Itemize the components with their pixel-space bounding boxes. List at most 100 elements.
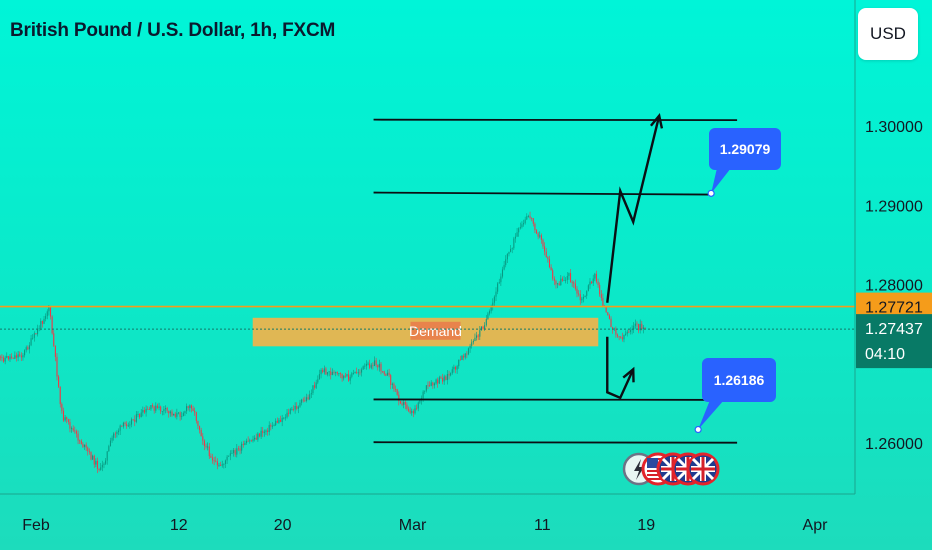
candle-body (200, 430, 202, 437)
candle-body (64, 417, 66, 421)
candle-body (576, 288, 578, 294)
candle-body (456, 366, 458, 370)
candle-body (273, 425, 275, 426)
candle (587, 284, 589, 292)
x-tick-label: 19 (637, 517, 655, 534)
candle (82, 441, 84, 449)
candle (584, 295, 586, 298)
candle (210, 453, 212, 458)
candle (600, 290, 602, 301)
candle (309, 390, 311, 401)
candle-body (386, 372, 389, 376)
candle-body (467, 348, 470, 355)
candle (199, 425, 201, 434)
candle-body (67, 419, 69, 422)
candle (140, 409, 142, 418)
candle (93, 454, 95, 468)
candle-body (552, 270, 554, 279)
y-tick-label: 1.28000 (865, 278, 923, 295)
y-tick-label: 1.29000 (865, 198, 923, 215)
candle (267, 427, 269, 436)
candle-body (584, 295, 586, 298)
candle (519, 222, 521, 230)
x-tick-label: 11 (534, 517, 551, 534)
candle-body (33, 333, 35, 338)
candle-body (629, 330, 632, 332)
candle-body (320, 369, 322, 375)
candle (203, 439, 205, 451)
candle-body (205, 445, 207, 447)
candle-body (236, 448, 238, 455)
candle-body (100, 467, 102, 470)
callout-label: 1.29079 (720, 141, 771, 157)
candle-body (132, 419, 134, 421)
candle-body (118, 430, 120, 433)
candle (621, 332, 623, 342)
candle-body (582, 297, 585, 299)
candle-body (440, 377, 442, 379)
candle (229, 450, 231, 461)
candle (122, 421, 124, 429)
candle (623, 334, 625, 343)
candle (270, 423, 272, 431)
candle (631, 325, 633, 335)
candle (407, 406, 410, 413)
price-callout[interactable]: 1.29079 (707, 128, 781, 197)
candle (163, 406, 165, 416)
candle (398, 391, 400, 406)
candle (545, 248, 547, 258)
candle (20, 352, 22, 361)
candle (612, 326, 614, 334)
candle (169, 410, 171, 417)
candle-body (307, 397, 309, 400)
candle-body (289, 409, 291, 414)
candle-body (322, 369, 324, 373)
candle (239, 445, 241, 455)
currency-button[interactable]: USD (858, 8, 918, 60)
candle-body (124, 422, 126, 424)
candle-body (477, 335, 479, 337)
candle (223, 463, 225, 469)
candle (362, 365, 364, 370)
candle (424, 390, 426, 395)
candle (197, 420, 199, 430)
candle (380, 362, 382, 375)
candle (43, 316, 45, 325)
candle-body (152, 405, 154, 407)
candle-body (148, 409, 150, 411)
candle-body (250, 440, 252, 442)
candle (249, 438, 251, 444)
candle-body (442, 378, 444, 382)
candle-body (301, 399, 303, 403)
demand-label: Demand (409, 323, 462, 339)
candle (506, 253, 508, 263)
candle-body (453, 366, 455, 370)
candle-body (105, 460, 107, 464)
candle-body (553, 278, 555, 281)
candle-body (412, 411, 414, 414)
candle (558, 281, 560, 286)
current-price-tag (856, 314, 932, 369)
price-callout[interactable]: 1.26186 (694, 358, 776, 434)
candle-body (563, 280, 565, 281)
candle (518, 227, 520, 237)
candle (312, 385, 314, 395)
uk-flag-icon[interactable] (686, 452, 720, 486)
candle (547, 256, 549, 263)
candle-body (121, 425, 123, 427)
candle-body (597, 281, 599, 286)
candle-body (605, 307, 607, 313)
candle-body (411, 411, 413, 413)
candle (375, 357, 377, 368)
candle (148, 406, 150, 411)
candle-body (72, 428, 74, 431)
candle-body (574, 283, 576, 289)
candle-body (134, 419, 136, 422)
candle (49, 305, 52, 320)
candle (443, 374, 445, 385)
candle (143, 407, 146, 415)
candle-body (286, 412, 288, 418)
candle (557, 282, 559, 289)
candle (636, 321, 638, 328)
